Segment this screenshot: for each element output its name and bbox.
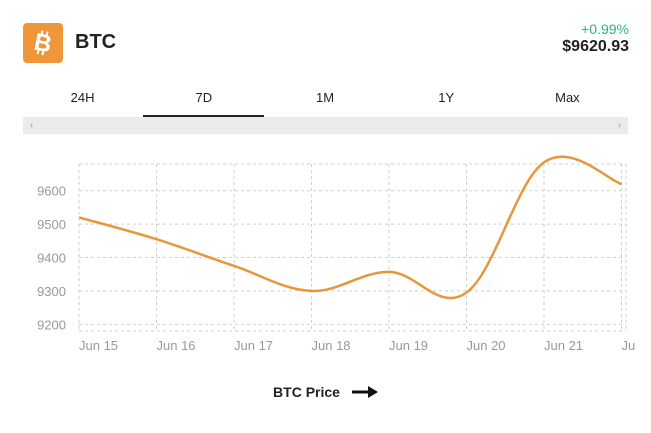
time-range-tabs: 24H 7D 1M 1Y Max [22,80,628,117]
chart-grid [78,163,627,332]
chart-series [78,155,622,300]
bitcoin-logo: B [23,23,63,63]
tab-24h[interactable]: 24H [70,90,95,105]
tab-1y[interactable]: 1Y [438,90,455,105]
x-tick-label: Jun 20 [467,338,506,353]
x-tick-label: Jun 17 [234,338,273,353]
coin-header: B BTC +0.99% $9620.93 [0,0,651,80]
arrow-right-icon [351,386,378,398]
bitcoin-icon: B [32,30,54,56]
y-tick-label: 9500 [37,217,66,232]
x-tick-label: Jun 18 [312,338,351,353]
current-price: $9620.93 [562,38,629,55]
x-tick-label: Jun 19 [389,338,428,353]
price-change: +0.99% [581,21,629,37]
coin-symbol: BTC [75,31,117,53]
x-tick-label: Ju [622,338,636,353]
tabs-scrollbar[interactable]: ‹ › [23,117,628,134]
tab-max[interactable]: Max [555,90,580,105]
x-axis: Jun 15 Jun 16 Jun 17 Jun 18 Jun 19 Jun 20 Jun … [79,338,635,353]
tab-1m[interactable]: 1M [315,90,335,105]
y-tick-label: 9400 [37,251,66,266]
legend-label: BTC Price [273,384,340,400]
x-tick-label: Jun 16 [157,338,196,353]
x-tick-label: Jun 21 [544,338,583,353]
tab-7d[interactable]: 7D [143,80,265,117]
chart-legend[interactable]: BTC Price [0,384,651,400]
x-tick-label: Jun 15 [79,338,118,353]
svg-text:B: B [32,30,54,56]
series-line-btc-price[interactable] [78,155,622,300]
chevron-left-icon[interactable]: ‹ [29,120,34,131]
y-tick-label: 9600 [37,184,66,199]
y-tick-label: 9200 [37,317,66,332]
chevron-right-icon[interactable]: › [617,120,622,131]
y-axis: 9200 9300 9400 9500 9600 [37,184,66,333]
y-tick-label: 9300 [37,284,66,299]
